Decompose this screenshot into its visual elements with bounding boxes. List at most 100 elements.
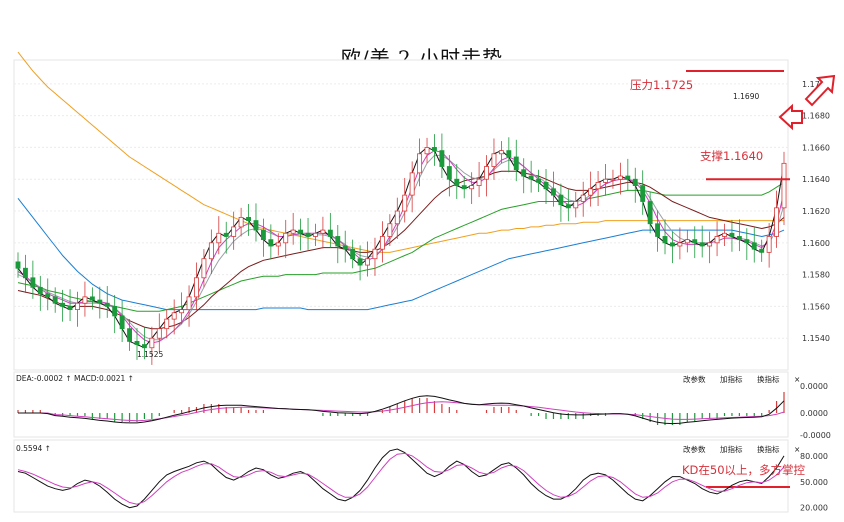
kd-panel: 0.5594 ↑ 改参数 加指标 换指标 ×80.000 50.000 20.000	[16, 444, 828, 513]
candle-body	[342, 245, 348, 250]
macd-plot-area	[13, 371, 789, 438]
candle-body	[543, 182, 549, 190]
candle-body	[729, 232, 735, 237]
candle-body	[707, 242, 713, 247]
arrow-up-right-icon	[804, 74, 836, 107]
macd-button-3: ×	[794, 375, 800, 384]
annotations: 压力1.1725 支撑1.1640 1.1690 1.1525 KD在50以上，多方掌控	[137, 74, 836, 477]
candle-body	[141, 344, 147, 349]
candle-body	[298, 229, 304, 234]
candle-body	[357, 258, 363, 266]
candle-body	[476, 178, 482, 186]
candle-body	[30, 277, 36, 288]
candle-body	[774, 207, 780, 237]
arrow-right-icon	[778, 103, 803, 131]
candle-body	[551, 188, 556, 196]
kd-d-line	[17, 452, 785, 505]
candle-body	[335, 236, 341, 247]
candle-body	[246, 216, 251, 221]
candle-body	[402, 194, 408, 212]
candle-body	[194, 277, 199, 298]
candle-body	[655, 223, 661, 237]
macd-y-tick: 0.0000	[800, 382, 828, 391]
kd-button-0: 改参数	[683, 444, 706, 454]
candle-body	[677, 242, 683, 247]
kd-button-2: 换指标	[757, 444, 780, 454]
candle-body	[253, 220, 259, 231]
candle-body	[104, 302, 110, 307]
candle-body	[320, 229, 326, 234]
candle-body	[617, 175, 623, 180]
candle-body	[171, 312, 177, 320]
candle-body	[82, 296, 88, 304]
ma-pink-line	[17, 150, 785, 344]
candle-body	[424, 147, 430, 155]
resistance-label: 压力1.1725	[630, 78, 693, 92]
candle-body	[662, 236, 668, 244]
candle-body	[498, 150, 504, 155]
candle-body	[558, 194, 564, 206]
candle-body	[394, 210, 400, 225]
candle-body	[365, 258, 370, 266]
kd-note-label: KD在50以上，多方掌控	[682, 463, 806, 477]
candle-body	[22, 267, 28, 279]
candle-body	[588, 188, 594, 196]
price-axis: 1.1540 1.1560 1.1580 1.1600 1.1620 1.1640 1.16…	[802, 80, 830, 343]
candle-body	[186, 296, 192, 310]
candle-body	[208, 242, 214, 260]
candles	[15, 133, 787, 365]
candle-body	[37, 286, 43, 295]
ma-green-line	[17, 181, 785, 312]
candle-body	[684, 239, 690, 244]
y-tick-label: 1.1600	[802, 239, 830, 248]
candle-body	[134, 340, 140, 345]
candle-body	[60, 302, 66, 307]
candle-body	[387, 223, 393, 237]
kd-y-tick: 50.000	[800, 478, 828, 487]
candle-body	[164, 318, 170, 330]
candle-body	[528, 175, 534, 180]
candle-body	[506, 150, 512, 158]
y-tick-label: 1.1660	[802, 143, 830, 152]
support-label: 支撑1.1640	[700, 149, 763, 163]
kd-button-3: ×	[794, 445, 800, 454]
candle-body	[491, 153, 497, 167]
kd-header: 0.5594 ↑	[16, 444, 51, 453]
macd-dif-line	[18, 395, 785, 425]
macd-dea-line	[18, 401, 785, 422]
candle-body	[97, 299, 103, 304]
levels	[686, 70, 790, 488]
candle-body	[223, 232, 229, 237]
candle-body	[536, 178, 542, 183]
candle-body	[327, 229, 333, 237]
candle-body	[260, 229, 266, 241]
candle-body	[454, 178, 460, 186]
candle-body	[313, 232, 318, 237]
low-price-label: 1.1525	[137, 350, 163, 359]
candle-body	[625, 175, 631, 180]
candle-body	[521, 169, 527, 177]
candle-body	[573, 201, 579, 209]
candle-body	[89, 296, 95, 301]
candle-body	[744, 239, 750, 244]
candle-body	[439, 150, 445, 167]
candle-body	[751, 242, 757, 250]
y-tick-label: 1.1580	[802, 271, 830, 280]
candle-body	[201, 258, 207, 279]
candle-body	[714, 236, 720, 244]
macd-header: DEA:-0.0002 ↑ MACD:0.0021 ↑	[16, 374, 134, 383]
macd-button-2: 换指标	[757, 374, 780, 384]
y-tick-label: 1.1620	[802, 207, 830, 216]
candle-body	[513, 156, 519, 171]
candle-body	[179, 309, 185, 314]
kd-y-tick: 80.000	[800, 452, 828, 461]
candle-body	[305, 232, 311, 237]
candle-body	[469, 185, 475, 190]
y-tick-label: 1.1700	[802, 80, 830, 89]
candle-body	[640, 185, 646, 202]
candle-body	[238, 216, 244, 228]
candle-body	[149, 337, 155, 349]
candle-body	[610, 178, 616, 181]
candle-body	[759, 248, 765, 253]
candle-body	[603, 178, 608, 183]
